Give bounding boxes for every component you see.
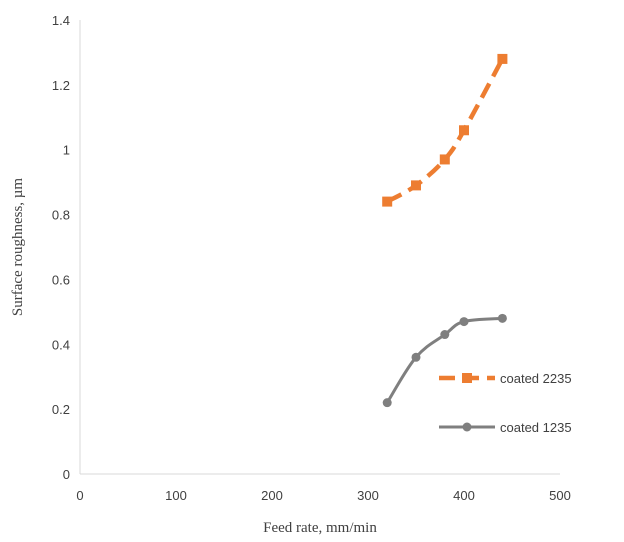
data-point [497,313,507,323]
y-tick-labels: 0 0.2 0.4 0.6 0.8 1 1.2 1.4 [52,13,70,482]
x-tick-label: 200 [261,488,283,503]
legend: coated 2235 coated 1235 [439,371,572,435]
legend-item: coated 1235 [439,420,572,435]
data-point [411,352,421,362]
series-1 [382,53,508,207]
y-tick-label: 1.2 [52,78,70,93]
x-tick-labels: 0 100 200 300 400 500 [76,488,570,503]
legend-label: coated 2235 [500,371,572,386]
y-tick-label: 0.6 [52,272,70,287]
data-point [459,317,469,327]
legend-label: coated 1235 [500,420,572,435]
data-point [440,330,450,340]
series-line [386,57,505,204]
x-tick-label: 300 [357,488,379,503]
y-tick-label: 1.4 [52,13,70,28]
y-axis-title: Surface roughness, µm [10,178,26,317]
x-tick-label: 0 [76,488,83,503]
data-point [459,125,469,136]
y-tick-label: 0.8 [52,208,70,223]
y-tick-label: 0.2 [52,402,70,417]
x-axis-title: Feed rate, mm/min [263,520,377,536]
legend-swatch-marker [462,373,472,383]
y-tick-label: 0.4 [52,337,70,352]
series-2 [382,313,507,408]
legend-item: coated 2235 [439,371,572,386]
plot-area [79,20,560,475]
y-tick-label: 1 [63,143,70,158]
data-point [439,154,450,165]
series-layer [382,53,508,408]
legend-swatch-marker [462,422,472,432]
x-tick-label: 400 [453,488,475,503]
data-point [497,53,508,64]
data-point [411,180,421,191]
data-point [382,398,392,408]
y-tick-label: 0 [63,467,70,482]
data-point [382,196,393,207]
x-tick-label: 500 [549,488,571,503]
x-tick-label: 100 [165,488,187,503]
